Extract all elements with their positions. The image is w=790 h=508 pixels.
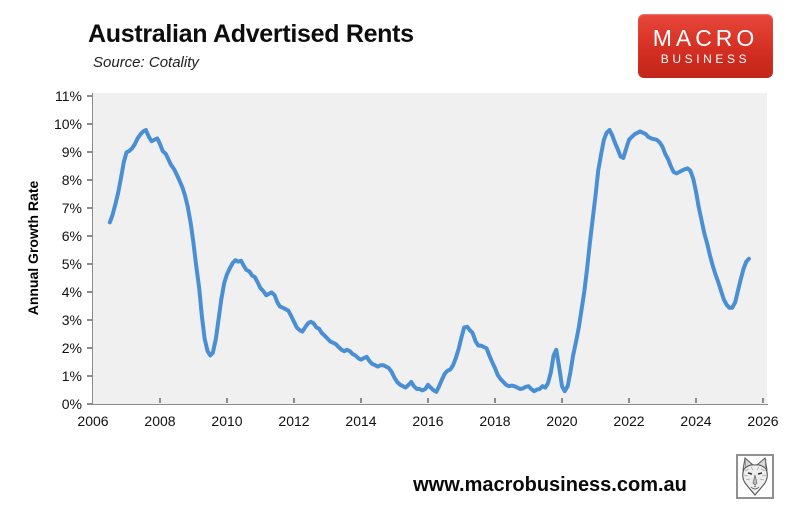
x-tick-label: 2018: [479, 413, 511, 429]
y-tick-label: 6%: [61, 228, 82, 244]
macrobusiness-logo: MACRO BUSINESS: [638, 14, 773, 78]
x-tick: [628, 398, 630, 403]
y-tick-label: 2%: [61, 340, 82, 356]
x-tick-label: 2016: [412, 413, 444, 429]
y-tick: [87, 207, 92, 209]
chart-subtitle: Source: Cotality: [93, 54, 199, 71]
x-tick-label: 2020: [546, 413, 578, 429]
wolf-logo-box: [736, 454, 774, 499]
y-axis-line: [91, 93, 93, 405]
logo-business-text: BUSINESS: [660, 52, 751, 66]
y-tick-label: 1%: [61, 368, 82, 384]
y-tick: [87, 95, 92, 97]
x-tick: [762, 398, 764, 403]
y-tick: [87, 375, 92, 377]
y-tick-label: 7%: [61, 200, 82, 216]
logo-macro-text: MACRO: [652, 25, 759, 51]
x-tick-label: 2006: [77, 413, 109, 429]
y-tick: [87, 235, 92, 237]
wolf-sketch-icon: [742, 457, 768, 496]
y-tick-label: 10%: [53, 116, 82, 132]
x-tick: [695, 398, 697, 403]
y-tick: [87, 347, 92, 349]
y-tick: [87, 179, 92, 181]
x-tick-label: 2012: [278, 413, 310, 429]
rent-growth-chart: [107, 128, 751, 394]
x-tick: [494, 398, 496, 403]
y-tick: [87, 151, 92, 153]
y-tick: [87, 123, 92, 125]
x-tick-label: 2026: [747, 413, 779, 429]
plot-area: [93, 93, 767, 404]
y-tick-label: 0%: [61, 396, 82, 412]
y-tick: [87, 263, 92, 265]
x-tick: [427, 398, 429, 403]
y-tick: [87, 403, 92, 405]
x-tick: [561, 398, 563, 403]
y-tick-label: 11%: [55, 88, 82, 104]
x-tick-label: 2022: [613, 413, 645, 429]
y-tick-label: 3%: [61, 312, 82, 328]
y-tick-label: 8%: [61, 172, 82, 188]
x-tick: [159, 398, 161, 403]
y-tick-label: 5%: [61, 256, 82, 272]
x-tick: [226, 398, 228, 403]
chart-title: Australian Advertised Rents: [88, 20, 414, 48]
footer-url[interactable]: www.macrobusiness.com.au: [413, 474, 687, 496]
x-tick-label: 2008: [144, 413, 176, 429]
y-tick-label: 9%: [61, 144, 82, 160]
x-tick: [293, 398, 295, 403]
y-tick: [87, 291, 92, 293]
x-tick: [360, 398, 362, 403]
x-tick-label: 2014: [345, 413, 377, 429]
rent-growth-line: [107, 128, 751, 394]
x-axis-line: [91, 403, 768, 405]
x-tick-label: 2024: [680, 413, 712, 429]
x-tick-label: 2010: [211, 413, 243, 429]
y-tick: [87, 319, 92, 321]
y-tick-label: 4%: [61, 284, 82, 300]
